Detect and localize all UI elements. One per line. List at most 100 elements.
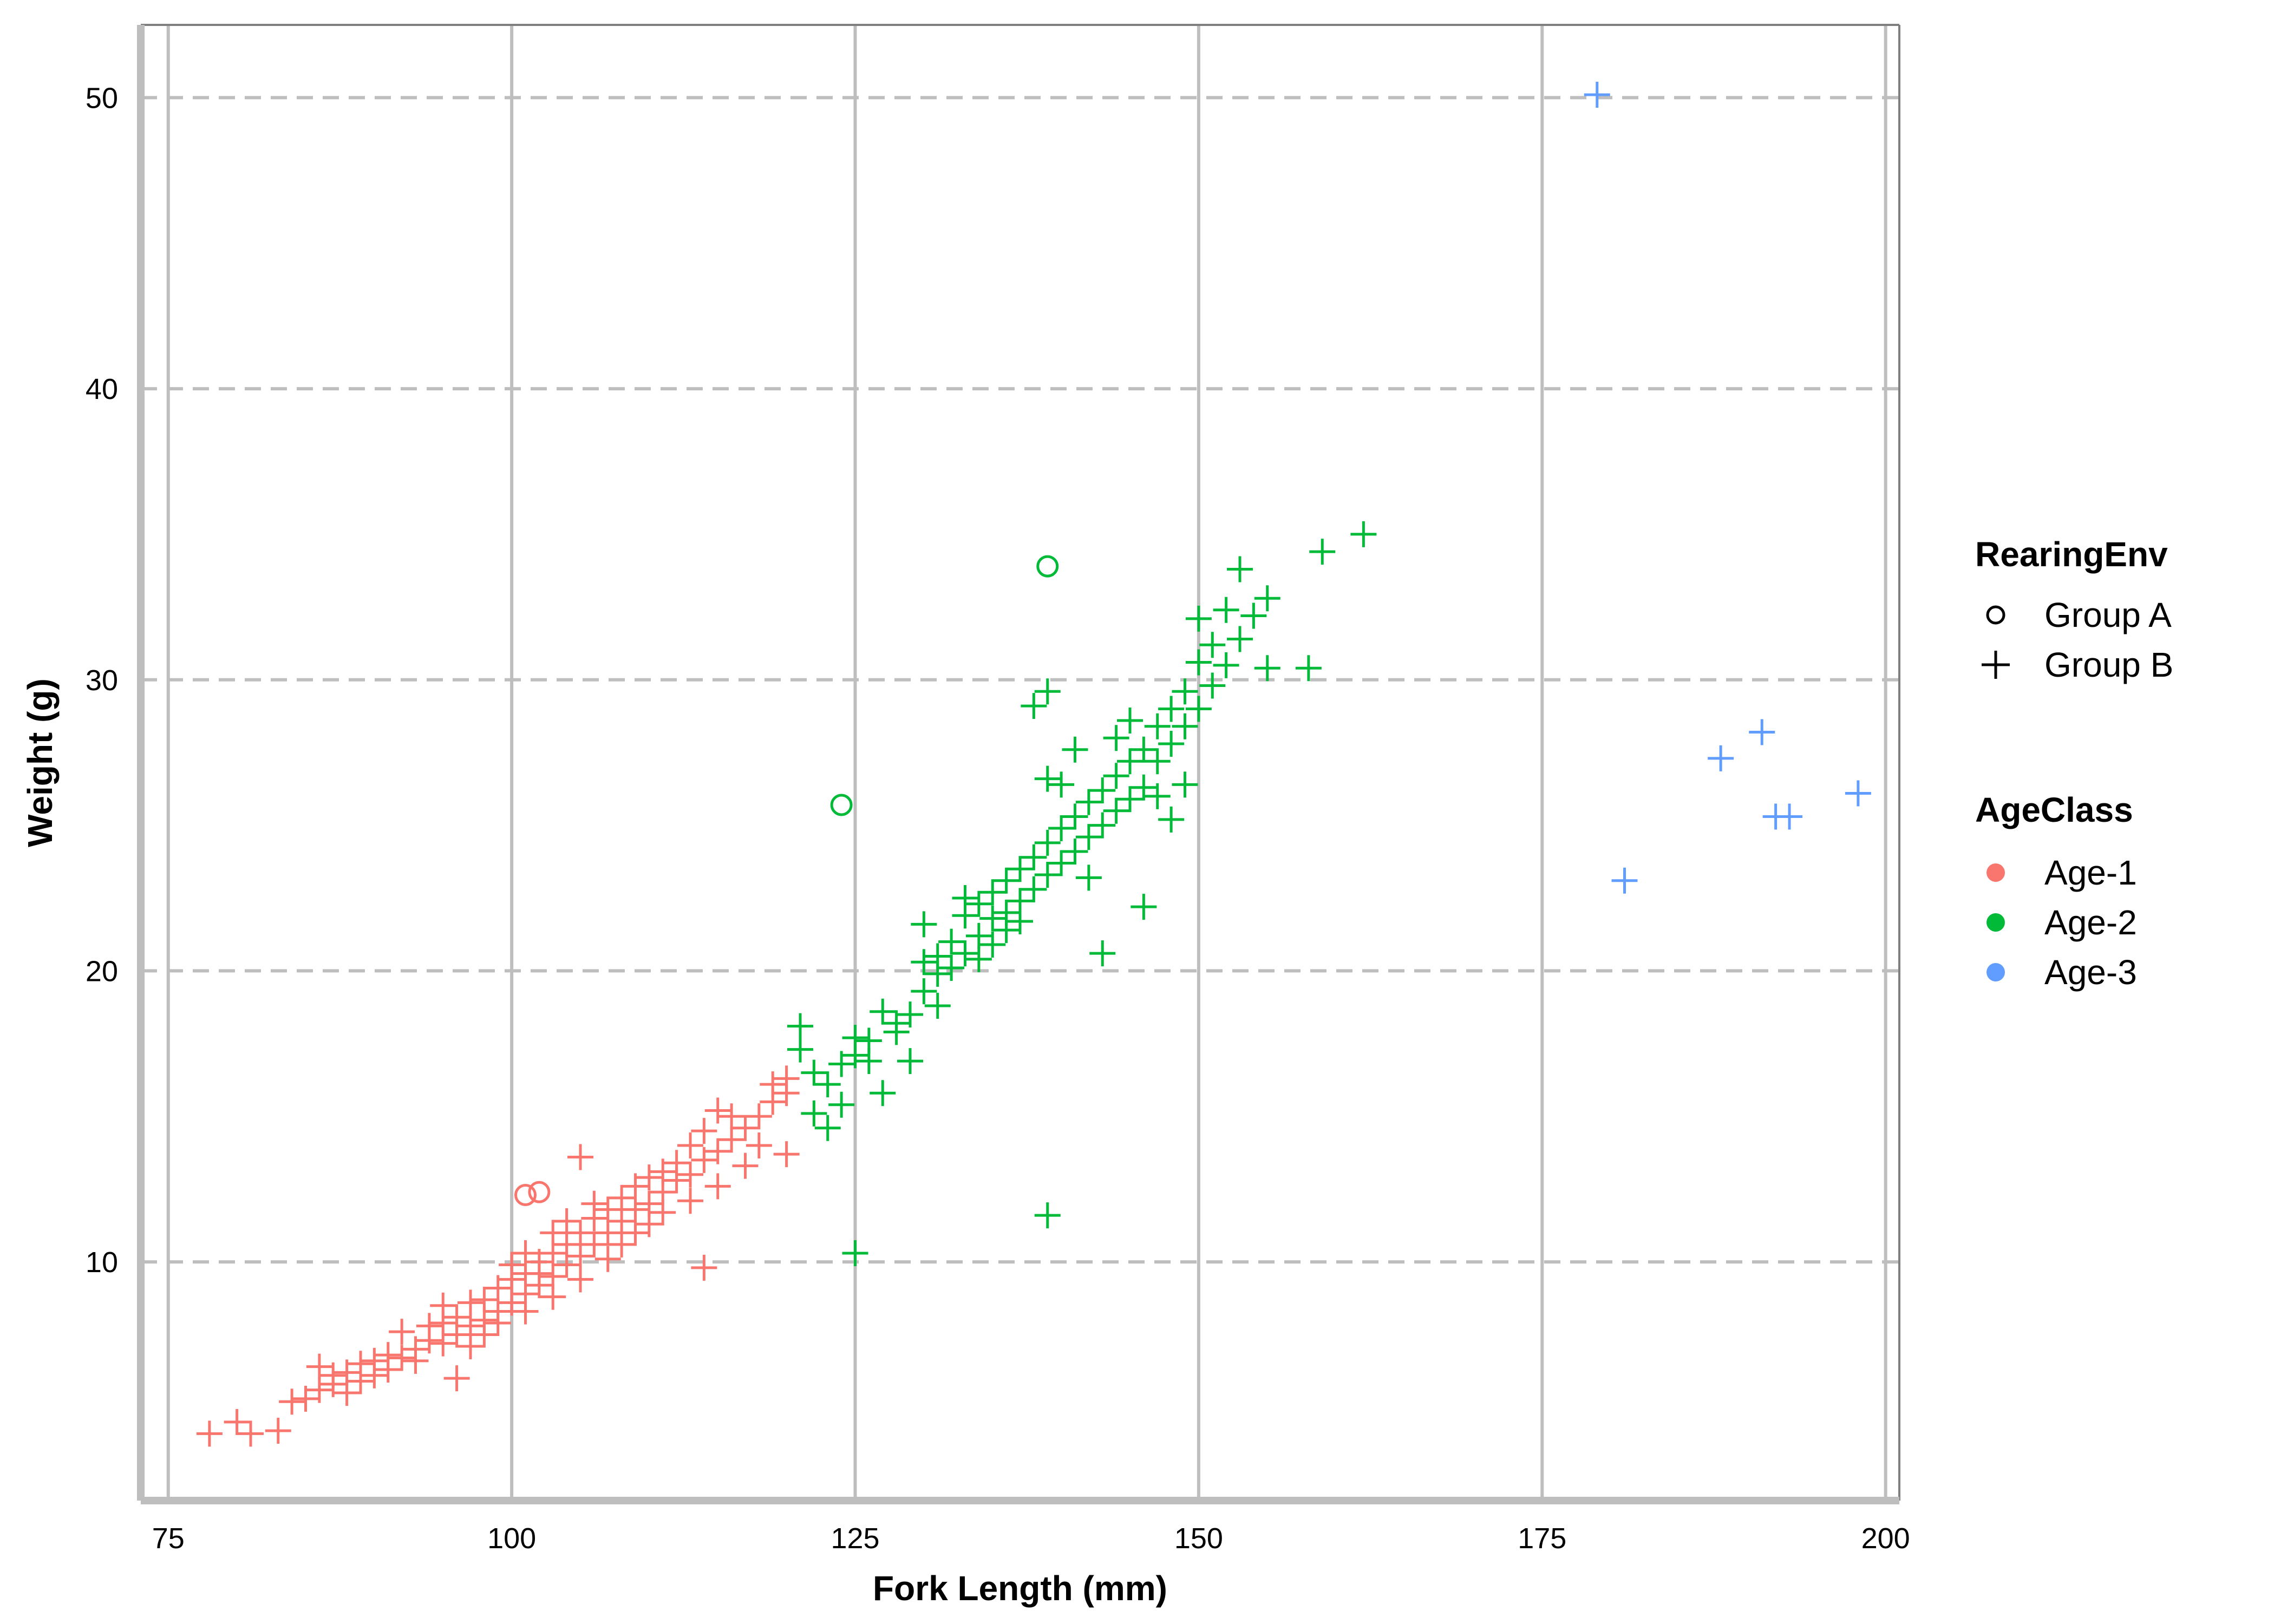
point-age-2-group-b-45 <box>1034 862 1061 888</box>
point-age-1-group-b-15 <box>361 1362 388 1389</box>
x-tick-label-150: 150 <box>1174 1522 1223 1555</box>
point-age-2-group-b-87 <box>1227 626 1253 652</box>
point-age-2-group-b-59 <box>1089 812 1116 839</box>
point-age-2-group-b-67 <box>1117 708 1143 734</box>
point-age-2-group-b-4 <box>814 1115 841 1141</box>
legend-ageclass: AgeClass Age-1 Age-2 Age-3 <box>1975 790 2137 992</box>
point-age-2-group-b-88 <box>1227 556 1253 582</box>
x-axis-title: Fork Length (mm) <box>873 1569 1167 1608</box>
point-age-2-group-b-5 <box>814 1071 841 1098</box>
point-age-1-group-b-96 <box>760 1071 786 1098</box>
point-age-2-group-b-49 <box>1034 765 1061 792</box>
point-age-2-group-b-71 <box>1144 748 1171 775</box>
point-age-1-group-b-7 <box>306 1353 332 1380</box>
point-age-1-group-b-98 <box>773 1141 800 1168</box>
point-age-1-group-b-82 <box>677 1188 703 1214</box>
point-age-1-group-b-65 <box>594 1246 621 1272</box>
y-tick-label-10: 10 <box>86 1246 118 1279</box>
point-age-2-group-b-77 <box>1172 713 1198 739</box>
x-tick-label-100: 100 <box>487 1522 536 1555</box>
legend-label-group-a: Group A <box>2044 595 2172 634</box>
point-age-1-group-b-52 <box>540 1284 566 1310</box>
point-age-1-group-b-29 <box>443 1304 470 1331</box>
point-age-2-group-b-10 <box>842 1240 868 1266</box>
point-age-2-group-b-17 <box>897 1001 923 1028</box>
point-age-2-group-b-47 <box>1034 678 1061 705</box>
point-age-1-group-b-71 <box>622 1220 649 1246</box>
point-age-1-group-b-37 <box>485 1275 511 1301</box>
point-age-2-group-b-74 <box>1158 731 1185 757</box>
legend-label-age-1: Age-1 <box>2044 853 2137 892</box>
point-age-1-group-b-56 <box>567 1243 593 1269</box>
point-age-2-group-b-61 <box>1089 940 1116 967</box>
plot-panel <box>137 24 1900 1504</box>
point-age-2-group-b-6 <box>828 1091 855 1118</box>
point-age-1-group-b-41 <box>499 1252 525 1278</box>
point-age-1-group-b-84 <box>691 1118 717 1144</box>
point-age-2-group-b-26 <box>938 928 965 955</box>
point-age-1-group-b-80 <box>677 1161 703 1188</box>
point-age-2-group-b-63 <box>1103 763 1129 789</box>
point-age-2-group-b-83 <box>1199 672 1226 699</box>
point-age-1-group-b-3 <box>265 1417 291 1444</box>
point-age-1-group-b-38 <box>485 1310 511 1337</box>
point-age-1-group-b-28 <box>443 1365 470 1392</box>
point-age-1-group-b-91 <box>732 1115 759 1141</box>
point-age-1-group-b-68 <box>609 1231 635 1258</box>
point-age-1-group-b-19 <box>389 1319 415 1345</box>
point-age-2-group-b-46 <box>1034 829 1061 856</box>
point-age-2-group-b-25 <box>938 955 965 981</box>
panel-border <box>137 24 1900 1504</box>
point-age-1-group-b-31 <box>458 1289 483 1316</box>
point-age-2-group-b-52 <box>1048 771 1075 798</box>
gridlines <box>141 25 1899 1501</box>
point-age-1-group-b-63 <box>594 1220 621 1246</box>
y-axis-tick-labels: 10 20 30 40 50 <box>86 82 118 1279</box>
point-age-2-group-b-54 <box>1062 803 1088 830</box>
point-age-1-group-b-54 <box>553 1231 580 1258</box>
point-age-1-group-a-0 <box>514 1183 537 1206</box>
point-age-2-group-b-68 <box>1131 774 1157 801</box>
point-age-1-group-b-44 <box>512 1240 539 1266</box>
point-age-1-group-b-23 <box>416 1313 442 1339</box>
point-age-1-group-b-83 <box>691 1147 717 1173</box>
point-age-1-group-b-21 <box>402 1347 429 1374</box>
point-age-2-group-b-32 <box>965 946 992 972</box>
point-age-1-group-b-11 <box>334 1359 360 1386</box>
point-age-1-group-b-94 <box>746 1132 772 1159</box>
point-age-2-group-b-33 <box>979 905 1006 932</box>
point-age-2-group-b-72 <box>1144 713 1171 739</box>
point-age-1-group-b-6 <box>306 1377 332 1403</box>
point-age-1-group-b-35 <box>471 1321 498 1348</box>
x-tick-label-200: 200 <box>1861 1522 1910 1555</box>
point-age-1-group-b-18 <box>389 1345 415 1371</box>
point-age-2-group-b-27 <box>952 940 978 967</box>
point-age-1-group-b-48 <box>526 1260 552 1287</box>
point-age-2-group-b-58 <box>1075 865 1102 891</box>
point-age-2-group-b-56 <box>1075 824 1102 850</box>
legend-label-group-b: Group B <box>2044 645 2173 684</box>
point-age-1-group-b-55 <box>553 1208 580 1234</box>
point-age-1-group-b-86 <box>704 1138 731 1164</box>
point-age-1-group-b-85 <box>691 1254 717 1281</box>
point-age-2-group-b-9 <box>842 1025 868 1051</box>
point-age-2-group-b-21 <box>911 949 937 975</box>
x-tick-label-175: 175 <box>1518 1522 1566 1555</box>
point-age-1-group-b-9 <box>320 1362 347 1389</box>
point-age-2-group-b-13 <box>870 1080 896 1106</box>
y-tick-label-20: 20 <box>86 955 118 987</box>
point-age-1-group-b-76 <box>650 1158 676 1185</box>
legend-dot-age-1 <box>1987 863 2005 882</box>
point-age-2-group-b-23 <box>924 943 951 970</box>
point-age-2-group-b-66 <box>1117 748 1143 775</box>
point-age-1-group-b-17 <box>375 1357 401 1383</box>
legend-dot-age-3 <box>1987 963 2005 981</box>
point-age-2-group-b-93 <box>1309 539 1336 565</box>
point-age-2-group-b-78 <box>1172 678 1198 705</box>
point-age-2-group-b-85 <box>1213 652 1239 678</box>
legend-dot-age-2 <box>1987 913 2005 932</box>
point-age-2-group-b-34 <box>979 879 1006 906</box>
point-age-1-group-b-90 <box>718 1103 745 1130</box>
data-points <box>196 82 1871 1447</box>
